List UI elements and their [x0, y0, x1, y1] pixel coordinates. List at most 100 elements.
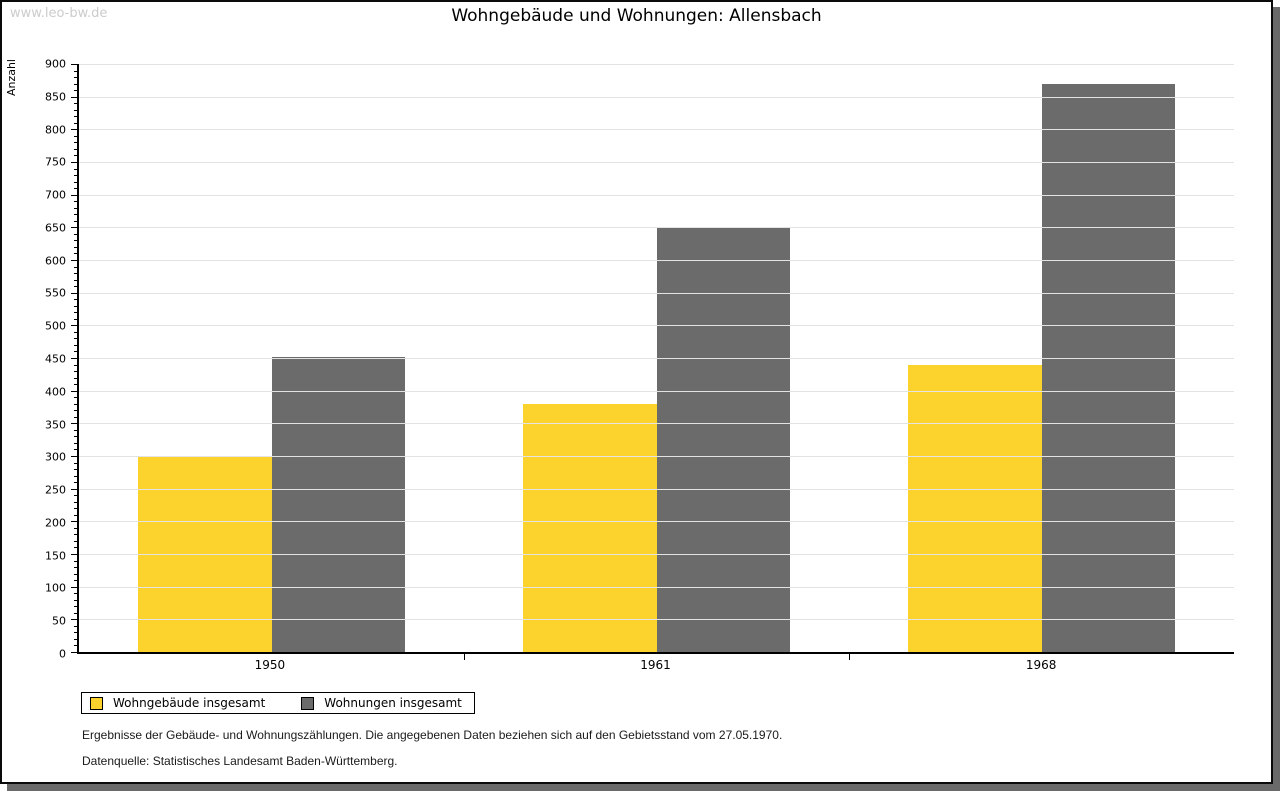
y-minor-tick [74, 109, 77, 111]
y-minor-tick [74, 116, 77, 118]
y-minor-tick [74, 462, 77, 464]
y-minor-tick [74, 338, 77, 340]
y-minor-tick [74, 573, 77, 575]
y-minor-tick [74, 253, 77, 255]
gridline [79, 488, 1234, 490]
y-minor-tick [74, 599, 77, 601]
y-major-tick [71, 325, 77, 327]
y-major-tick [71, 162, 77, 163]
y-tick-label: 0 [59, 647, 66, 661]
y-minor-tick [74, 155, 77, 157]
y-minor-tick [74, 266, 77, 268]
y-minor-tick [74, 331, 77, 333]
bar-group-1950 [79, 64, 464, 652]
y-minor-tick [74, 397, 77, 399]
site-watermark: www.leo-bw.de [10, 6, 108, 21]
bar-group-1968 [849, 64, 1234, 652]
y-minor-tick [74, 305, 77, 307]
gridline [79, 260, 1234, 262]
y-minor-tick [74, 135, 77, 137]
x-tick-label: 1961 [640, 658, 671, 672]
y-minor-tick [74, 606, 77, 608]
y-minor-tick [74, 442, 77, 444]
y-minor-tick [74, 344, 77, 346]
y-minor-tick [74, 475, 77, 477]
gridline [79, 456, 1234, 458]
legend: Wohngebäude insgesamt Wohnungen insgesam… [81, 692, 475, 714]
y-minor-tick [74, 214, 77, 216]
gridline [79, 227, 1234, 229]
bar [656, 226, 791, 652]
y-minor-tick [74, 233, 77, 235]
y-tick-label: 250 [45, 483, 66, 497]
y-major-tick [71, 456, 77, 458]
y-tick-label: 100 [45, 581, 66, 595]
y-tick-label: 400 [45, 385, 66, 399]
y-minor-tick [74, 351, 77, 353]
y-major-tick [71, 194, 77, 196]
y-minor-tick [74, 580, 77, 582]
legend-item-wohngebaeude: Wohngebäude insgesamt [90, 696, 265, 710]
y-major-tick [71, 488, 77, 490]
gridline [79, 390, 1234, 392]
chart-title: Wohngebäude und Wohnungen: Allensbach [451, 6, 822, 26]
y-minor-tick [74, 148, 77, 150]
x-boundary-tick [849, 654, 850, 660]
y-minor-tick [74, 508, 77, 510]
bar-group-1961 [464, 64, 849, 652]
y-minor-tick [74, 416, 77, 418]
gridline [79, 358, 1234, 359]
y-tick-label: 800 [45, 123, 66, 137]
y-minor-tick [74, 181, 77, 183]
y-minor-tick [74, 482, 77, 484]
bar [1041, 83, 1176, 652]
y-tick-label: 900 [45, 57, 66, 71]
y-major-tick [71, 292, 77, 294]
y-minor-tick [74, 547, 77, 549]
y-minor-tick [74, 540, 77, 542]
gridline [79, 586, 1234, 588]
y-major-tick [71, 586, 77, 588]
y-minor-tick [74, 273, 77, 275]
y-axis-tick-labels: 0 50 100 150 200 250 300 350 400 450 500 550 600 650 7… [2, 58, 70, 661]
y-major-tick [71, 554, 77, 556]
bar-groups [79, 64, 1234, 652]
y-minor-tick [74, 279, 77, 281]
y-tick-label: 450 [45, 352, 66, 366]
y-major-tick [71, 619, 77, 621]
y-minor-tick [74, 240, 77, 242]
y-minor-tick [74, 534, 77, 536]
bar [907, 364, 1042, 652]
gridline [79, 423, 1234, 425]
y-minor-tick [74, 122, 77, 124]
y-minor-tick [74, 625, 77, 627]
y-minor-tick [74, 449, 77, 451]
gridline [79, 521, 1234, 523]
legend-item-wohnungen: Wohnungen insgesamt [301, 696, 462, 710]
legend-swatch-gray [301, 696, 315, 710]
gridline [79, 325, 1234, 327]
gridline [79, 292, 1234, 294]
gridline [79, 162, 1234, 163]
x-boundary-tick [464, 654, 465, 660]
y-major-tick [71, 358, 77, 359]
y-minor-tick [74, 469, 77, 471]
y-tick-label: 500 [45, 319, 66, 333]
y-minor-tick [74, 495, 77, 497]
y-major-tick [71, 64, 77, 65]
y-minor-tick [74, 384, 77, 386]
y-tick-label: 150 [45, 549, 66, 563]
y-minor-tick [74, 632, 77, 634]
y-major-tick [71, 521, 77, 523]
x-tick-label: 1950 [254, 658, 286, 672]
gridline [79, 554, 1234, 556]
gridline [79, 129, 1234, 131]
y-tick-label: 700 [45, 188, 66, 202]
gridline [79, 96, 1234, 98]
y-minor-tick [74, 567, 77, 569]
y-minor-tick [74, 364, 77, 366]
y-major-tick [71, 129, 77, 131]
y-minor-tick [74, 299, 77, 301]
y-major-tick [71, 260, 77, 262]
y-tick-label: 600 [45, 254, 66, 268]
